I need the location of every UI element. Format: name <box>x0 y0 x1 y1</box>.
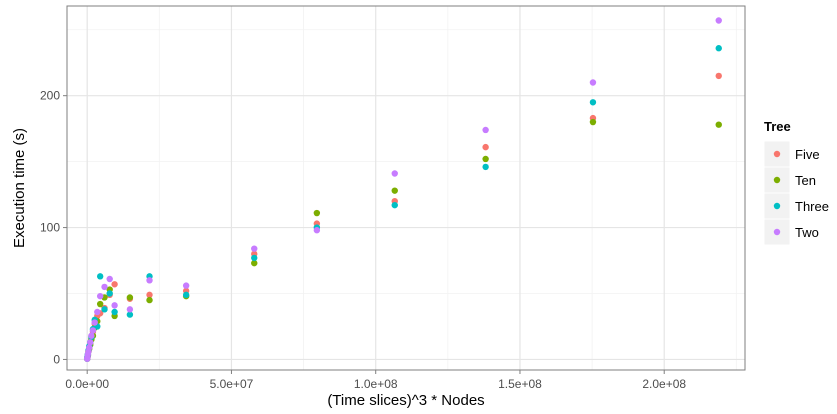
data-point-five <box>715 72 722 80</box>
legend-label-two: Two <box>795 225 819 240</box>
y-tick-label: 100 <box>40 221 60 235</box>
legend-swatch-three <box>773 202 781 210</box>
data-point-two <box>182 282 190 289</box>
data-point-two <box>96 292 104 300</box>
legend: Tree Five Ten Three Two <box>763 119 829 246</box>
data-point-three <box>182 291 190 299</box>
data-point-two <box>86 344 93 351</box>
data-point-ten <box>313 209 321 217</box>
data-point-ten <box>251 259 258 267</box>
data-point-three <box>715 45 722 52</box>
data-point-two <box>251 245 258 252</box>
legend-swatch-five <box>773 150 781 158</box>
data-point-ten <box>391 187 398 194</box>
data-point-three <box>96 273 104 280</box>
x-axis: 0.0e+00 5.0e+07 1.0e+08 1.5e+08 2.0e+08 <box>65 370 686 391</box>
data-point-five <box>482 143 489 151</box>
data-point-two <box>313 227 321 234</box>
data-point-two <box>106 275 113 283</box>
x-tick-label: 1.5e+08 <box>498 377 542 391</box>
data-point-ten <box>126 294 134 301</box>
data-point-three <box>251 254 258 262</box>
minor-gridlines <box>67 6 745 370</box>
data-point-two <box>391 170 398 177</box>
legend-items: Five Ten Three Two <box>763 140 829 246</box>
legend-swatch-two <box>773 228 781 236</box>
data-point-three <box>391 201 398 209</box>
data-point-two <box>89 327 97 334</box>
plot-panel-border <box>66 5 746 371</box>
data-point-ten <box>482 155 489 163</box>
x-tick-label: 1.0e+08 <box>354 377 398 391</box>
data-point-two <box>589 79 597 86</box>
data-point-two <box>91 319 98 326</box>
data-point-two <box>94 308 101 316</box>
data-point-two <box>88 332 95 339</box>
data-point-ten <box>146 296 153 304</box>
data-point-three <box>589 99 597 106</box>
data-point-two <box>482 126 489 134</box>
data-point-three <box>482 163 489 171</box>
data-point-three <box>106 290 113 297</box>
legend-title: Tree <box>764 119 791 134</box>
plot-panel <box>66 5 746 371</box>
data-point-five <box>111 281 118 288</box>
legend-label-ten: Ten <box>795 173 816 188</box>
data-point-two <box>87 339 94 346</box>
data-point-two <box>126 306 134 313</box>
y-axis: 0 100 200 <box>40 89 67 366</box>
data-point-two <box>715 17 722 24</box>
data-point-two <box>146 277 153 284</box>
data-point-ten <box>96 300 104 308</box>
data-point-ten <box>589 118 597 126</box>
legend-swatch-ten <box>773 176 781 184</box>
data-point-two <box>101 283 108 291</box>
data-point-three <box>111 308 118 316</box>
x-tick-label: 0.0e+00 <box>65 377 109 391</box>
x-axis-title: (Time slices)^3 * Nodes <box>327 392 484 409</box>
data-point-three <box>101 306 108 313</box>
data-points <box>83 17 722 362</box>
data-point-two <box>111 302 118 309</box>
y-axis-title: Execution time (s) <box>11 128 28 248</box>
data-point-three <box>126 311 134 318</box>
y-tick-label: 0 <box>53 352 60 366</box>
data-point-ten <box>715 121 722 128</box>
data-point-five <box>146 291 153 299</box>
legend-label-three: Three <box>795 199 829 214</box>
major-gridlines <box>67 6 745 370</box>
legend-label-five: Five <box>795 147 820 162</box>
x-tick-label: 2.0e+08 <box>642 377 686 391</box>
y-tick-label: 200 <box>40 89 60 103</box>
x-tick-label: 5.0e+07 <box>210 377 254 391</box>
